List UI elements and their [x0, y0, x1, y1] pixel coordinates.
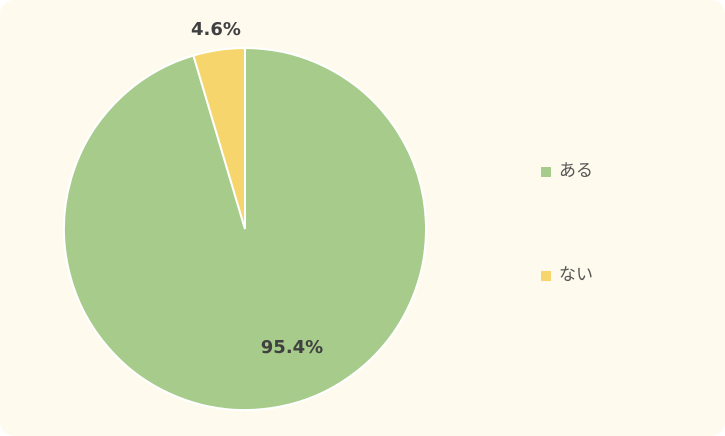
legend-label-nai: ない [559, 265, 593, 285]
legend: ある ない [541, 158, 691, 288]
pie-slice-nai [192, 46, 246, 230]
data-label-aru: 95.4% [261, 337, 323, 358]
legend-swatch-nai [541, 271, 551, 281]
legend-item-aru: ある [541, 158, 691, 184]
legend-swatch-aru [541, 167, 551, 177]
legend-label-aru: ある [559, 161, 593, 181]
legend-item-nai: ない [541, 262, 691, 288]
data-label-nai: 4.6% [191, 19, 241, 40]
